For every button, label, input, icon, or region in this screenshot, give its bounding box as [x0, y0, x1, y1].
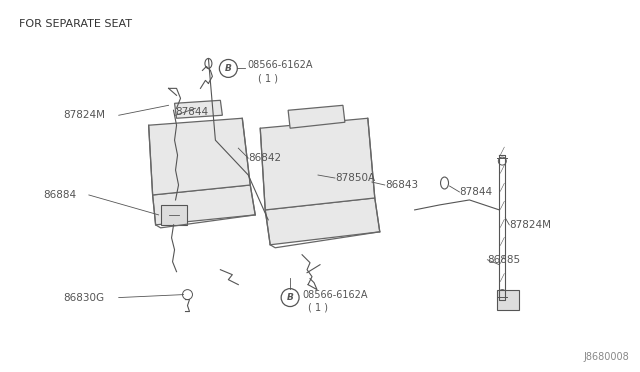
- Circle shape: [220, 60, 237, 77]
- Text: ( 1 ): ( 1 ): [258, 73, 278, 83]
- Text: 87844: 87844: [175, 107, 209, 117]
- Polygon shape: [152, 185, 255, 225]
- Text: 87844: 87844: [460, 187, 493, 197]
- Polygon shape: [161, 205, 186, 225]
- Text: 87824M: 87824M: [509, 220, 551, 230]
- Text: 86884: 86884: [43, 190, 76, 200]
- Text: FOR SEPARATE SEAT: FOR SEPARATE SEAT: [19, 19, 132, 29]
- Text: 86843: 86843: [385, 180, 418, 190]
- Text: 08566-6162A: 08566-6162A: [302, 289, 367, 299]
- Text: 87824M: 87824M: [63, 110, 105, 120]
- Text: 86830G: 86830G: [63, 293, 104, 302]
- Text: 08566-6162A: 08566-6162A: [247, 61, 313, 70]
- Text: J8680008: J8680008: [583, 352, 629, 362]
- Text: 86842: 86842: [248, 153, 282, 163]
- Text: 87850A: 87850A: [335, 173, 375, 183]
- Polygon shape: [265, 198, 380, 245]
- Polygon shape: [288, 105, 345, 128]
- Text: ( 1 ): ( 1 ): [308, 302, 328, 312]
- Text: B: B: [225, 64, 232, 73]
- Circle shape: [281, 289, 299, 307]
- Polygon shape: [175, 100, 222, 118]
- Polygon shape: [148, 118, 250, 195]
- Text: B: B: [287, 293, 294, 302]
- Text: 86885: 86885: [488, 255, 520, 265]
- Polygon shape: [497, 290, 519, 310]
- Polygon shape: [260, 118, 375, 210]
